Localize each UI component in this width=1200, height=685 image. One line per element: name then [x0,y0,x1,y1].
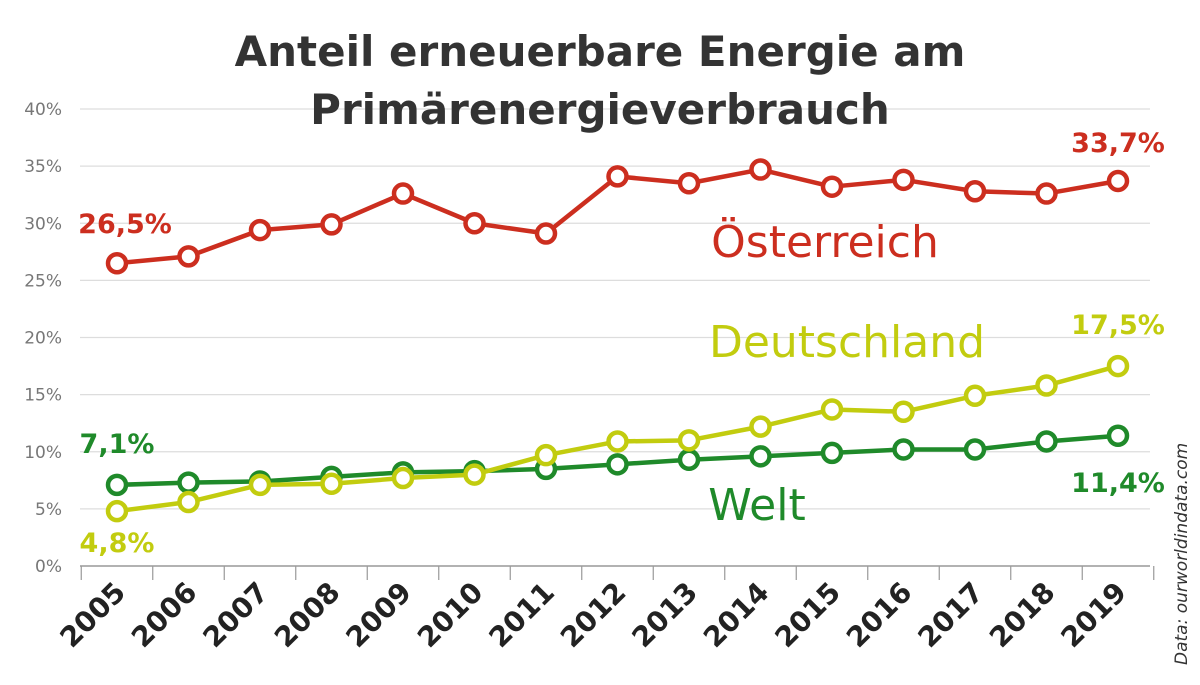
x-tick-label: 2011 [483,576,561,654]
x-tick-label: 2009 [340,576,418,654]
x-axis-tick-labels: 2005200620072008200920102011201220132014… [54,576,1133,654]
series-name-deutschland: Deutschland [709,317,985,368]
data-point-oesterreich [606,165,629,188]
data-point-oesterreich [1106,169,1130,193]
x-tick-label: 2013 [626,576,704,654]
data-point-oesterreich [749,158,772,181]
data-point-oesterreich [1035,182,1058,205]
data-point-deutschland [1035,374,1058,397]
data-label-deutschland-start: 4,8% [80,528,155,559]
data-point-deutschland [606,430,629,453]
y-axis-ticks: 0% 5% 10% 15% 20% 25% 30% 35% 40% [24,100,62,577]
x-tick-label: 2012 [554,576,632,654]
data-label-welt-start: 7,1% [80,429,155,460]
data-point-oesterreich [105,251,129,275]
data-point-oesterreich [963,180,987,203]
x-tick-label: 2017 [912,576,990,654]
data-point-deutschland [534,443,558,467]
y-tick-label: 0% [35,557,62,577]
y-tick-label: 35% [24,157,62,177]
data-point-welt [606,453,629,476]
data-point-welt [677,448,701,471]
data-point-oesterreich [534,222,558,245]
data-point-oesterreich [892,168,915,192]
data-point-deutschland [248,473,272,497]
x-tick-label: 2005 [54,576,132,654]
data-point-oesterreich [320,213,343,236]
data-point-deutschland [963,384,987,408]
data-point-deutschland [892,400,915,424]
data-point-deutschland [177,490,200,514]
x-tick-label: 2019 [1055,576,1133,654]
data-point-oesterreich [177,245,200,268]
data-point-deutschland [749,415,772,438]
x-tick-label: 2008 [268,576,346,654]
x-tick-label: 2015 [769,576,847,654]
series-name-oesterreich: Österreich [711,216,939,268]
data-label-oesterreich-start: 26,5% [78,209,172,240]
data-point-welt [820,441,844,465]
chart-title-line-1: Anteil erneuerbare Energie am [235,27,966,76]
data-point-deutschland [391,466,415,490]
data-point-oesterreich [391,182,415,205]
y-tick-label: 5% [35,500,62,520]
data-point-welt [105,473,129,497]
data-point-deutschland [820,398,844,421]
data-point-deutschland [320,472,343,495]
data-point-welt [892,438,915,461]
x-tick-label: 2016 [840,576,918,654]
x-tick-label: 2010 [411,576,489,654]
y-tick-label: 15% [24,386,62,406]
data-label-oesterreich-end: 33,7% [1071,128,1165,159]
data-point-welt [1106,424,1130,448]
series-name-welt: Welt [708,480,805,531]
data-point-welt [177,471,200,494]
data-point-oesterreich [677,172,701,195]
x-tick-label: 2018 [983,576,1061,654]
x-tick-label: 2006 [125,576,203,654]
y-tick-label: 20% [24,329,62,349]
data-point-deutschland [463,463,486,486]
data-point-welt [963,438,987,461]
data-point-oesterreich [248,218,272,242]
data-point-deutschland [677,429,701,452]
data-label-deutschland-end: 17,5% [1071,310,1165,341]
data-point-oesterreich [463,212,486,235]
x-grid-ticks [80,566,1155,580]
y-tick-label: 40% [24,100,62,120]
x-tick-label: 2014 [697,576,775,654]
y-tick-label: 10% [24,443,62,463]
data-point-deutschland [105,499,129,523]
data-label-welt-end: 11,4% [1071,468,1165,499]
x-tick-label: 2007 [197,576,275,654]
data-point-oesterreich [820,175,844,198]
data-point-welt [749,445,772,468]
series-group [105,158,1130,523]
data-point-welt [1035,430,1058,453]
source-note: Data: ourworldindata.com [1172,443,1192,665]
y-tick-label: 30% [24,214,62,234]
data-point-deutschland [1106,354,1130,378]
y-tick-label: 25% [24,271,62,291]
chart-title-line-2: Primärenergieverbrauch [310,85,890,134]
